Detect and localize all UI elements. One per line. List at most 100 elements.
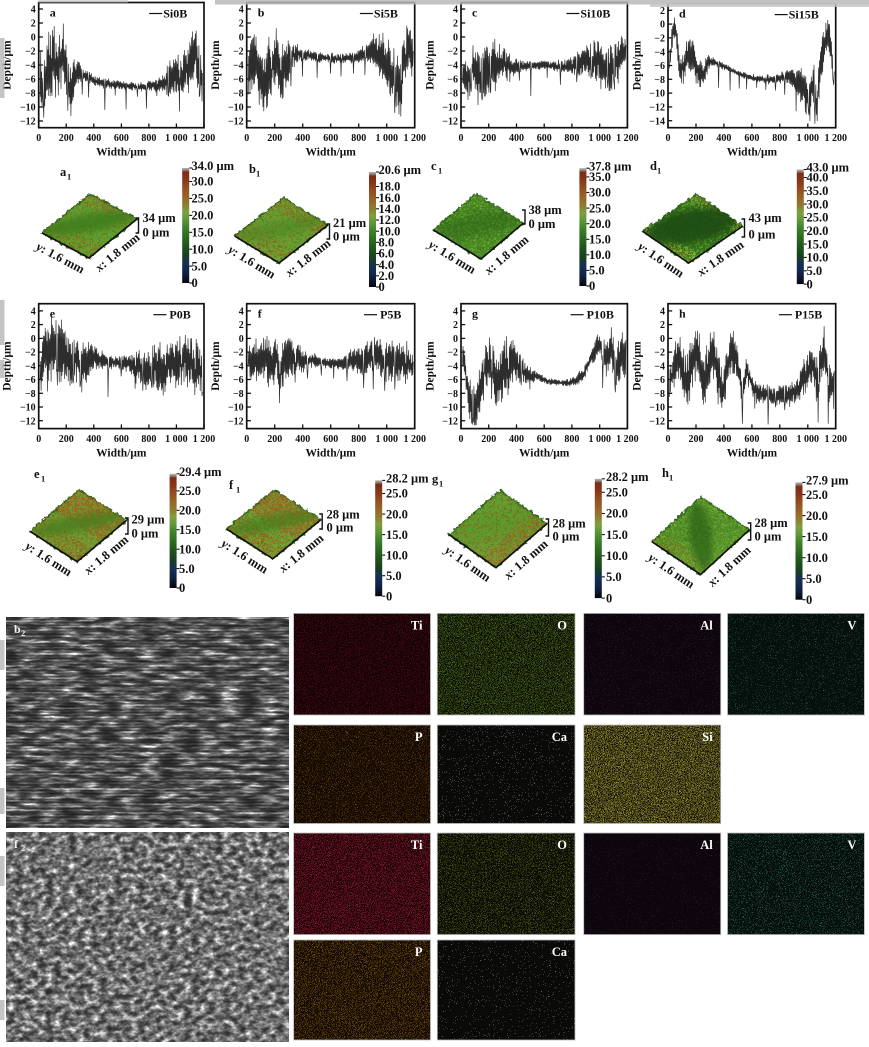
svg-text:1: 1 <box>67 172 71 182</box>
svg-text:1 000: 1 000 <box>797 133 820 144</box>
svg-text:200: 200 <box>59 133 74 144</box>
svg-text:0: 0 <box>31 334 36 345</box>
svg-text:−8: −8 <box>25 389 36 400</box>
svg-text:−8: −8 <box>233 89 244 100</box>
svg-text:6.0: 6.0 <box>379 247 395 261</box>
svg-text:a: a <box>60 165 67 179</box>
svg-text:−2: −2 <box>233 348 244 359</box>
svg-text:0 μm: 0 μm <box>529 217 556 231</box>
svg-text:25.0: 25.0 <box>192 192 214 206</box>
svg-text:30.0: 30.0 <box>807 197 829 211</box>
svg-text:4: 4 <box>239 307 244 318</box>
svg-text:O: O <box>557 838 567 852</box>
svg-text:10.0: 10.0 <box>379 224 401 238</box>
svg-text:1 200: 1 200 <box>193 133 216 144</box>
svg-text:d: d <box>679 7 686 21</box>
svg-text:−8: −8 <box>25 89 36 100</box>
svg-text:20.0: 20.0 <box>606 507 628 521</box>
svg-text:1 200: 1 200 <box>824 434 847 445</box>
svg-text:5.0: 5.0 <box>192 259 208 273</box>
svg-text:1 000: 1 000 <box>588 133 611 144</box>
svg-text:0 μm: 0 μm <box>749 228 776 242</box>
svg-text:Depth/μm: Depth/μm <box>632 41 644 91</box>
svg-text:10.0: 10.0 <box>807 251 829 265</box>
svg-text:Depth/μm: Depth/μm <box>210 40 222 90</box>
svg-text:0: 0 <box>606 591 612 605</box>
svg-text:Width/μm: Width/μm <box>305 147 356 159</box>
svg-text:20.0: 20.0 <box>589 217 611 231</box>
svg-text:1: 1 <box>657 166 661 176</box>
svg-text:25.0: 25.0 <box>179 484 201 498</box>
svg-text:−8: −8 <box>447 389 458 400</box>
svg-text:2: 2 <box>660 320 665 331</box>
svg-text:0: 0 <box>453 334 458 345</box>
svg-text:−6: −6 <box>447 75 458 86</box>
svg-text:Width/μm: Width/μm <box>305 448 356 460</box>
svg-text:0 μm: 0 μm <box>132 527 159 541</box>
svg-text:2: 2 <box>239 320 244 331</box>
svg-text:f: f <box>229 478 234 492</box>
svg-text:25.0: 25.0 <box>807 211 829 225</box>
svg-text:5.0: 5.0 <box>606 570 622 584</box>
svg-text:−12: −12 <box>442 117 458 128</box>
svg-text:600: 600 <box>744 434 759 445</box>
svg-text:g: g <box>432 472 439 486</box>
svg-text:0: 0 <box>192 276 198 290</box>
svg-text:Ca: Ca <box>552 945 568 959</box>
svg-text:600: 600 <box>323 133 338 144</box>
svg-text:−14: −14 <box>649 116 665 127</box>
svg-text:−12: −12 <box>649 103 665 114</box>
svg-text:10.0: 10.0 <box>179 542 201 556</box>
svg-text:1: 1 <box>41 474 45 484</box>
svg-text:30.0: 30.0 <box>192 175 214 189</box>
svg-text:−8: −8 <box>233 389 244 400</box>
svg-text:600: 600 <box>537 434 552 445</box>
svg-text:29 μm: 29 μm <box>132 513 166 527</box>
svg-text:0 μm: 0 μm <box>327 521 354 535</box>
svg-text:200: 200 <box>481 434 496 445</box>
svg-text:1: 1 <box>438 166 442 176</box>
svg-text:O: O <box>557 618 567 632</box>
svg-text:V: V <box>847 838 856 852</box>
svg-text:21 μm: 21 μm <box>333 216 367 230</box>
svg-text:5.0: 5.0 <box>179 562 195 576</box>
svg-text:35.0: 35.0 <box>589 170 611 184</box>
svg-text:20.0: 20.0 <box>386 507 408 521</box>
svg-text:25.0: 25.0 <box>806 488 828 502</box>
svg-text:Depth/μm: Depth/μm <box>2 40 14 90</box>
svg-text:h: h <box>679 307 686 321</box>
svg-text:800: 800 <box>351 133 366 144</box>
svg-text:12.0: 12.0 <box>379 213 401 227</box>
svg-text:c: c <box>472 6 478 20</box>
svg-text:−8: −8 <box>447 89 458 100</box>
svg-text:43 μm: 43 μm <box>749 211 783 225</box>
svg-text:15.0: 15.0 <box>386 528 408 542</box>
svg-text:−2: −2 <box>25 47 36 58</box>
svg-text:800: 800 <box>351 434 366 445</box>
svg-text:20.0: 20.0 <box>179 504 201 518</box>
svg-text:200: 200 <box>267 133 282 144</box>
svg-text:200: 200 <box>481 133 496 144</box>
svg-text:Al: Al <box>700 618 713 632</box>
svg-text:−10: −10 <box>20 103 36 114</box>
svg-text:0: 0 <box>806 593 812 607</box>
svg-text:−12: −12 <box>649 416 665 427</box>
svg-text:30.0: 30.0 <box>589 186 611 200</box>
svg-text:2: 2 <box>453 19 458 30</box>
svg-text:34 μm: 34 μm <box>143 211 177 225</box>
svg-text:600: 600 <box>323 434 338 445</box>
svg-text:Width/μm: Width/μm <box>727 147 778 159</box>
svg-text:Ti: Ti <box>411 618 423 632</box>
svg-text:25.0: 25.0 <box>386 487 408 501</box>
svg-text:200: 200 <box>267 434 282 445</box>
svg-text:0: 0 <box>666 434 671 445</box>
svg-text:27.9 μm: 27.9 μm <box>806 474 849 488</box>
svg-text:−2: −2 <box>654 348 665 359</box>
svg-text:1: 1 <box>256 169 260 179</box>
svg-text:15.0: 15.0 <box>179 523 201 537</box>
svg-text:−4: −4 <box>447 61 458 72</box>
svg-text:1 000: 1 000 <box>165 434 188 445</box>
svg-text:600: 600 <box>114 434 129 445</box>
svg-text:800: 800 <box>141 434 156 445</box>
svg-text:Ca: Ca <box>552 730 568 744</box>
